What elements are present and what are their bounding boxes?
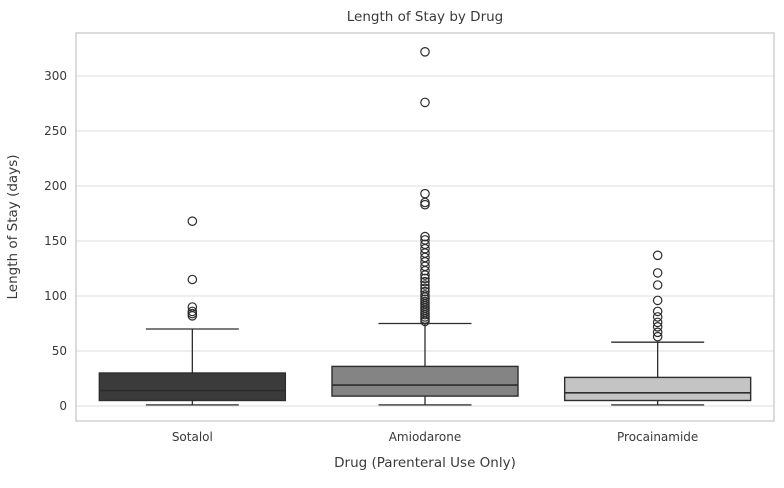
plot-border xyxy=(75,32,775,422)
plot-border-rect xyxy=(75,32,775,422)
x-tick-label-sotalol: Sotalol xyxy=(172,430,213,444)
y-axis-label: Length of Stay (days) xyxy=(5,155,21,300)
outlier-point xyxy=(420,290,430,300)
outlier-point xyxy=(420,97,430,108)
outlier-point xyxy=(652,295,663,306)
outlier-point xyxy=(187,274,198,285)
outlier-point xyxy=(652,317,663,328)
outlier-point xyxy=(420,280,430,290)
iqr-box xyxy=(331,365,519,397)
outlier-point xyxy=(187,302,198,312)
y-tick-label: 150 xyxy=(44,234,67,248)
outlier-point xyxy=(652,321,663,332)
outlier-point xyxy=(652,268,663,278)
outlier-point xyxy=(652,306,663,317)
y-tick-label: 0 xyxy=(59,399,67,413)
outlier-point xyxy=(187,306,198,317)
outlier-point xyxy=(187,216,198,226)
chart-title: Length of Stay by Drug xyxy=(347,9,504,25)
outlier-point xyxy=(652,327,663,338)
x-axis-label: Drug (Parenteral Use Only) xyxy=(334,455,516,471)
box-group-procainamide xyxy=(563,250,752,406)
iqr-box xyxy=(563,376,752,402)
outlier-point xyxy=(652,312,663,322)
outlier-point xyxy=(420,188,430,199)
box-group-amiodarone xyxy=(331,46,519,406)
y-tick-label: 100 xyxy=(44,289,67,303)
outlier-point xyxy=(420,283,430,294)
y-tick-label: 200 xyxy=(44,179,67,193)
outlier-point xyxy=(420,273,430,284)
outlier-point xyxy=(420,46,430,57)
y-tick-label: 250 xyxy=(44,124,67,138)
outlier-point xyxy=(420,276,430,287)
outlier-point xyxy=(420,231,430,242)
iqr-box xyxy=(98,372,287,402)
outlier-point xyxy=(420,286,430,297)
tick-labels: 0 50 100 150 200 250 300 Sotalol Amiodarone Proca… xyxy=(44,69,698,444)
x-tick-label-procainamide: Procainamide xyxy=(617,430,698,444)
outlier-point xyxy=(420,235,430,245)
y-tick-label: 50 xyxy=(52,344,67,358)
outlier-point xyxy=(652,331,663,342)
box-group-sotalol xyxy=(98,216,287,406)
outlier-point xyxy=(652,280,663,290)
boxes xyxy=(98,46,752,406)
outlier-point xyxy=(652,250,663,261)
x-tick-label-amiodarone: Amiodarone xyxy=(389,430,462,444)
y-tick-label: 300 xyxy=(44,69,67,83)
outlier-point xyxy=(420,239,430,250)
